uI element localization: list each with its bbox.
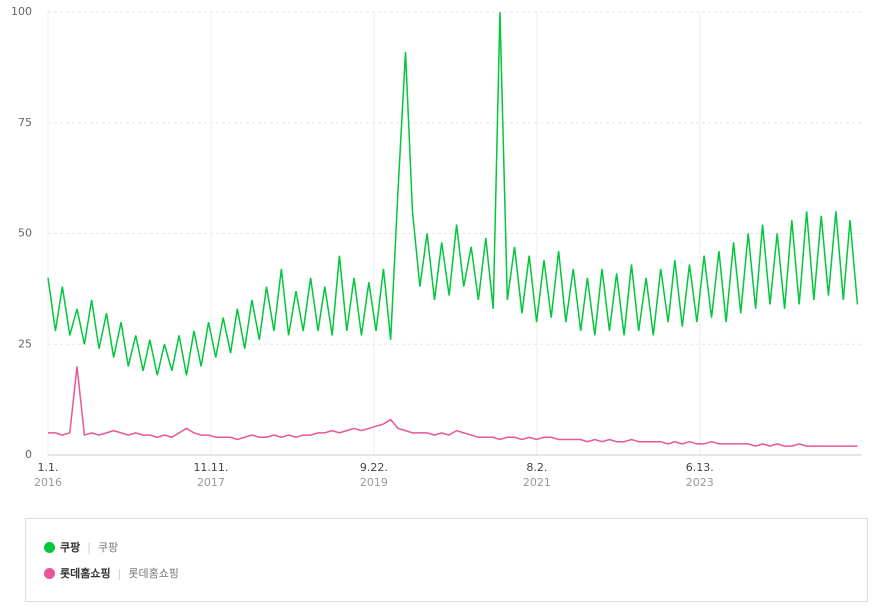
y-tick-label: 25 [18,337,32,350]
x-tick-label: 1.1. [38,461,59,474]
legend-swatch [44,567,55,579]
y-tick-label: 50 [18,227,32,240]
x-tick-label: 9.22. [360,461,388,474]
y-tick-label: 100 [11,5,32,18]
chart: 0 25 50 75 100 1.1. 2016 11.11. 2017 9.22. 2019 8.2… [11,5,862,489]
x-tick-year: 2017 [197,476,225,489]
x-tick-year: 2021 [523,476,551,489]
y-tick-label: 0 [25,448,32,461]
x-tick-year: 2019 [360,476,388,489]
legend-name: 롯데홈쇼핑 [60,567,111,580]
series-line [48,366,858,447]
legend-keywords: 롯데홈쇼핑 [128,567,179,580]
series-line [47,11,859,376]
y-tick-label: 75 [18,116,32,129]
legend-keywords: 쿠팡 [97,541,119,554]
legend-swatch [44,541,55,553]
legend-name: 쿠팡 [60,541,81,554]
x-tick-year: 2016 [34,476,62,489]
x-tick-label: 6.13. [686,461,714,474]
legend-separator: | [117,566,122,580]
legend-item[interactable]: 롯데홈쇼핑 | 롯데홈쇼핑 [44,565,179,581]
x-tick-label: 11.11. [193,461,228,474]
x-tick-label: 8.2. [526,461,547,474]
legend-item[interactable]: 쿠팡 | 쿠팡 [44,539,118,555]
legend-separator: | [87,540,91,554]
x-tick-year: 2023 [686,476,714,489]
